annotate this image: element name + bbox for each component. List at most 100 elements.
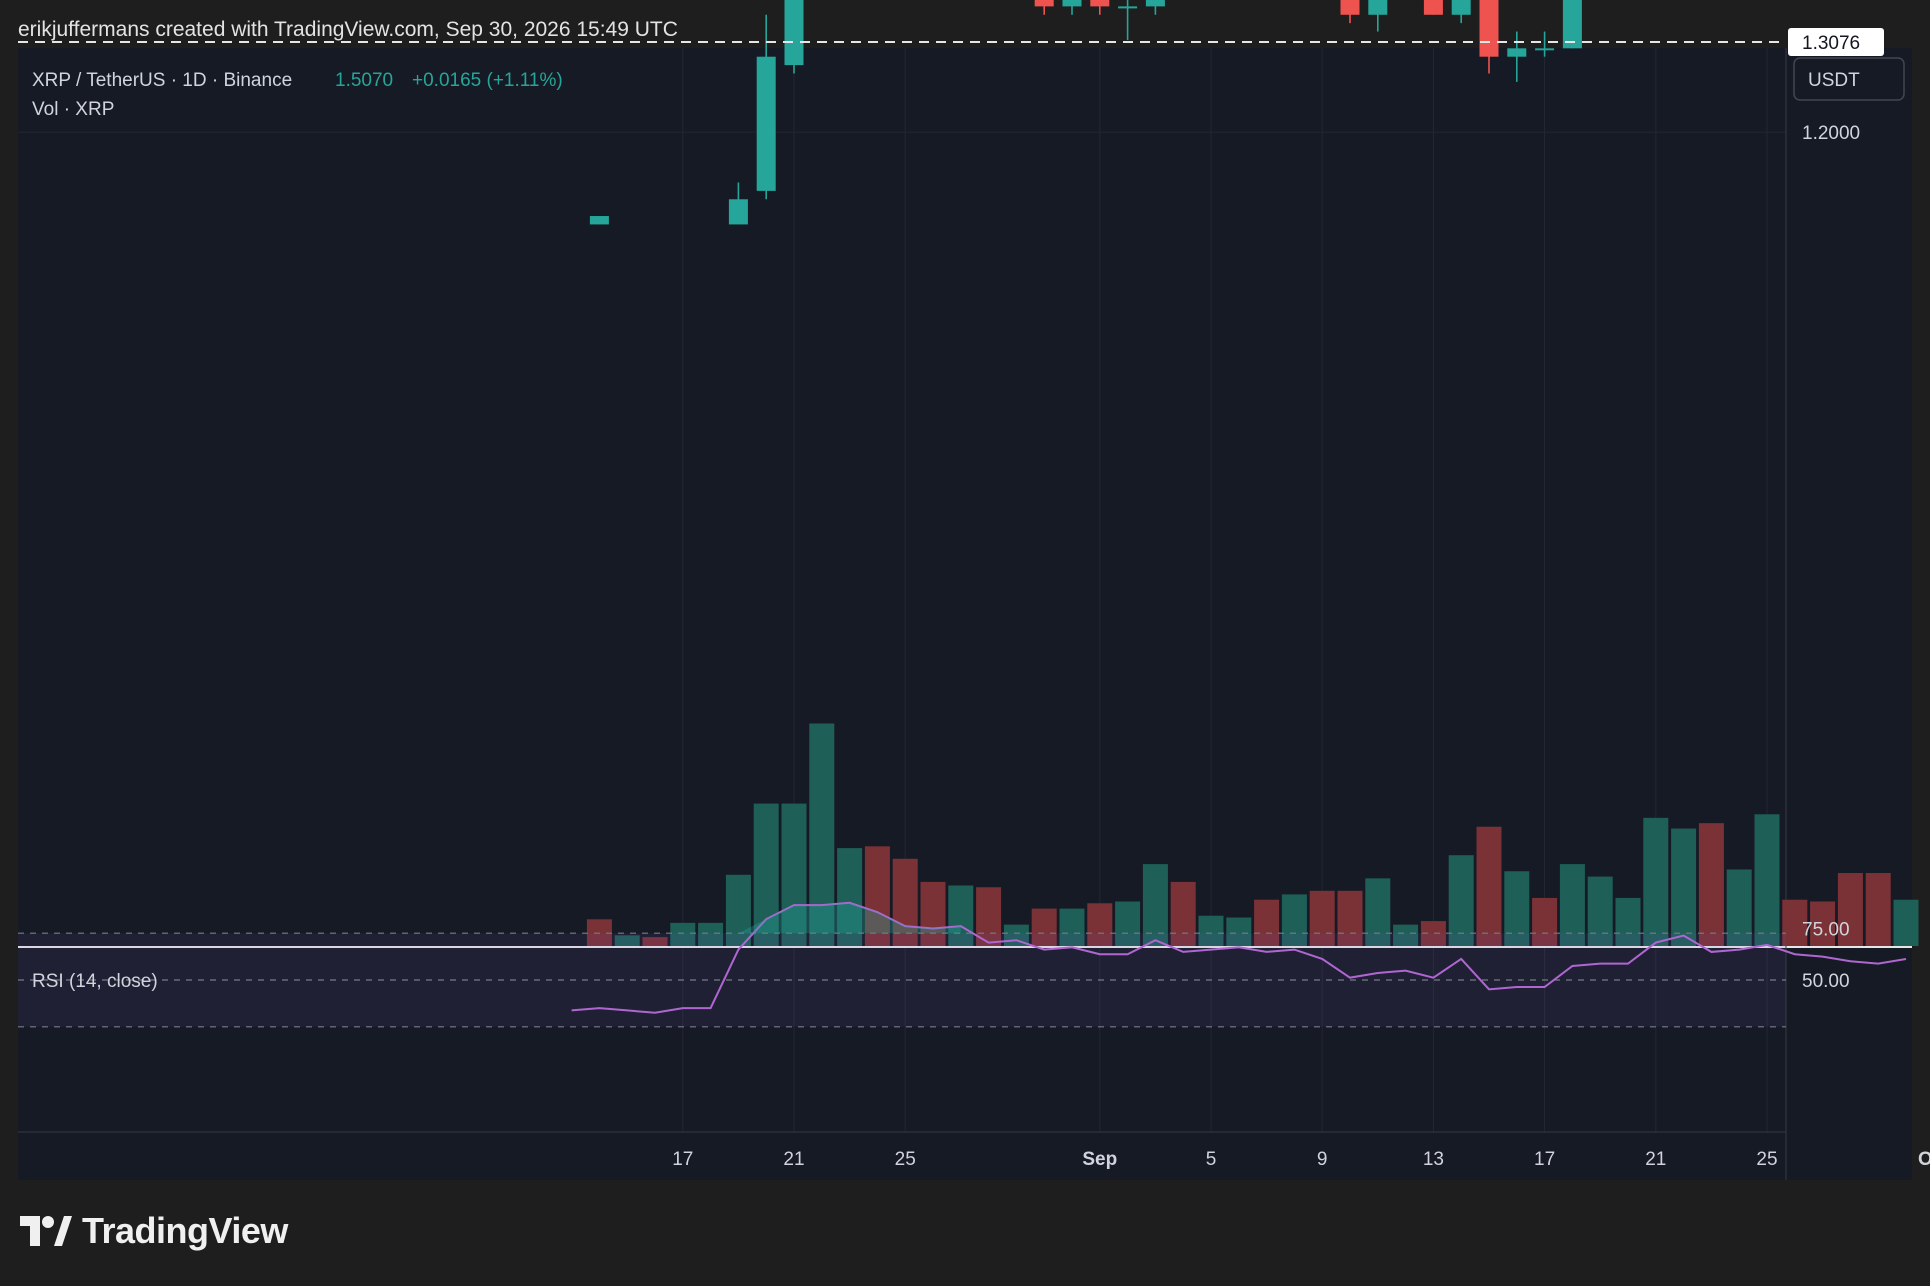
- time-axis-label: 5: [1206, 1149, 1217, 1170]
- candle-body[interactable]: [1145, 0, 1165, 7]
- candle-body[interactable]: [1368, 0, 1388, 15]
- rsi-band: [18, 933, 1786, 1027]
- volume-bar: [1865, 873, 1891, 946]
- candle-body[interactable]: [1479, 0, 1499, 57]
- candle[interactable]: [1451, 0, 1471, 24]
- time-axis-label: 21: [783, 1149, 804, 1170]
- time-axis-label: 17: [1534, 1149, 1555, 1170]
- time-axis-label: 21: [1645, 1149, 1666, 1170]
- candle[interactable]: [1145, 0, 1165, 15]
- volume-bar: [1671, 828, 1697, 946]
- volume-bar: [1643, 817, 1669, 946]
- volume-bar: [725, 874, 751, 946]
- candle[interactable]: [1090, 0, 1110, 15]
- rsi-overbought-fill: [766, 905, 794, 934]
- candle-body[interactable]: [1535, 48, 1555, 51]
- candles[interactable]: [589, 0, 1916, 225]
- volume-bar: [1393, 924, 1419, 946]
- candle[interactable]: [1423, 0, 1443, 15]
- candle[interactable]: [1562, 0, 1582, 49]
- candle[interactable]: [1034, 0, 1054, 15]
- volume-bar: [1198, 915, 1224, 946]
- candle-body[interactable]: [1090, 0, 1110, 7]
- candle-body[interactable]: [1562, 0, 1582, 49]
- legend-volume[interactable]: Vol · XRP: [32, 99, 114, 120]
- volume-bar: [1782, 899, 1808, 946]
- rsi-overbought-fill: [849, 902, 878, 934]
- candle[interactable]: [589, 216, 609, 225]
- volume-bar: [698, 922, 724, 946]
- rsi-overbought-fill: [821, 902, 850, 934]
- chart-background: [18, 48, 1786, 1180]
- volume-bar: [1559, 864, 1585, 946]
- volume-bar: [1587, 876, 1613, 946]
- candle[interactable]: [728, 182, 748, 225]
- candle-body[interactable]: [784, 0, 804, 66]
- volume-bar: [1226, 917, 1252, 946]
- candle-body[interactable]: [1451, 0, 1471, 15]
- tradingview-icon: [20, 1216, 72, 1246]
- currency-label: USDT: [1808, 70, 1860, 91]
- candle[interactable]: [1507, 31, 1527, 82]
- candle-body[interactable]: [728, 199, 748, 225]
- volume-bar: [864, 846, 890, 946]
- volume-bar: [837, 848, 863, 946]
- rsi-axis-label: 75.00: [1802, 920, 1850, 941]
- currency-button[interactable]: [1793, 57, 1905, 101]
- volume-bar: [1254, 899, 1280, 946]
- candle[interactable]: [784, 0, 804, 74]
- candle-body[interactable]: [756, 56, 776, 191]
- attribution-header: erikjuffermans created with TradingView.…: [18, 18, 678, 41]
- volume-bar: [781, 803, 807, 946]
- candle[interactable]: [1368, 0, 1388, 32]
- volume-bar: [1837, 873, 1863, 946]
- candle[interactable]: [1340, 0, 1360, 24]
- volume-bar: [809, 723, 835, 946]
- volume-bar: [1754, 814, 1780, 946]
- candle[interactable]: [1062, 0, 1082, 15]
- volume-bar: [1087, 903, 1113, 946]
- volume-bar: [948, 885, 974, 946]
- candle[interactable]: [1535, 31, 1555, 57]
- grid-lines: [18, 48, 1786, 1132]
- volume-bar: [1893, 899, 1919, 946]
- volume-bar: [1309, 890, 1335, 946]
- volume-bar: [1476, 826, 1502, 946]
- time-axis-label: Oct: [1918, 1149, 1930, 1170]
- candle-body[interactable]: [1062, 0, 1082, 7]
- candle[interactable]: [756, 14, 776, 200]
- rsi-label[interactable]: RSI (14, close): [32, 971, 158, 992]
- volume-bar: [614, 935, 640, 946]
- volume-bar: [753, 803, 779, 946]
- candle-body[interactable]: [1118, 6, 1138, 9]
- tradingview-logo[interactable]: TradingView: [20, 1210, 288, 1252]
- time-axis-label: 13: [1423, 1149, 1444, 1170]
- volume-bar: [1615, 897, 1641, 946]
- rsi-axis-label: 50.00: [1802, 971, 1850, 992]
- price-axis-label: 1.2000: [1802, 123, 1860, 144]
- volume-bar: [1698, 823, 1724, 946]
- level-label-box: [1788, 27, 1884, 56]
- legend-last-price: 1.5070: [335, 70, 393, 91]
- volume-bar: [1810, 901, 1836, 946]
- time-axis-label: 25: [895, 1149, 916, 1170]
- rsi-overbought-fill: [877, 912, 906, 934]
- volume-bar: [1031, 908, 1057, 946]
- rsi-overbought-fill: [905, 926, 933, 934]
- candle-body[interactable]: [1340, 0, 1360, 15]
- candle-body[interactable]: [1034, 0, 1054, 7]
- candle-body[interactable]: [1507, 48, 1527, 57]
- volume-bar: [1448, 855, 1474, 946]
- candle-body[interactable]: [589, 216, 609, 225]
- legend-symbol[interactable]: XRP / TetherUS · 1D · Binance: [32, 70, 292, 91]
- rsi-line[interactable]: [571, 901, 1907, 1014]
- time-axis-label: 25: [1756, 1149, 1777, 1170]
- volume-bar: [1337, 890, 1363, 946]
- legend-change: +0.0165 (+1.11%): [412, 70, 563, 91]
- volume-bar: [976, 887, 1002, 946]
- level-label: 1.3076: [1802, 33, 1860, 54]
- candle[interactable]: [1118, 0, 1138, 40]
- candle-body[interactable]: [1423, 0, 1443, 15]
- volume-bar: [1365, 878, 1391, 946]
